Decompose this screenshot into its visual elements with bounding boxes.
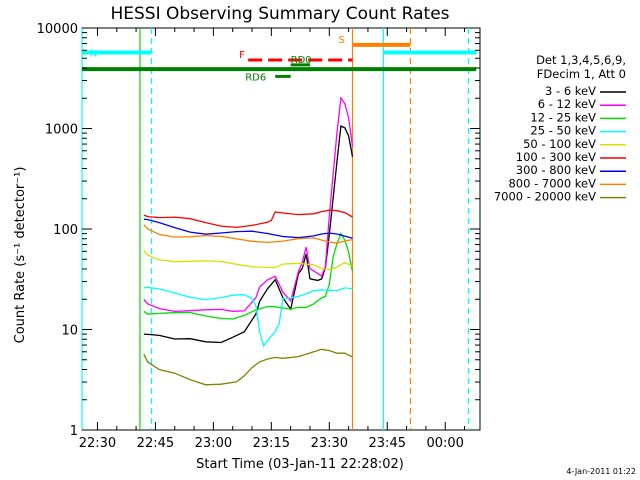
legend-label: 6 - 12 keV bbox=[538, 97, 596, 111]
flare-label: F bbox=[239, 50, 245, 61]
x-tick-label: 23:15 bbox=[253, 436, 290, 451]
legend-label: 300 - 800 keV bbox=[516, 163, 596, 177]
legend-label: 100 - 300 keV bbox=[516, 150, 596, 164]
plot-frame bbox=[81, 27, 481, 431]
rd0-label: RD0 bbox=[291, 55, 312, 66]
night-label: N bbox=[90, 49, 97, 60]
series-line bbox=[143, 224, 353, 244]
legend-label: 800 - 7000 keV bbox=[508, 176, 596, 190]
y-tick-label: 100 bbox=[53, 223, 78, 238]
x-tick-label: 23:00 bbox=[195, 436, 232, 451]
series-line bbox=[143, 96, 354, 313]
series-lines bbox=[143, 96, 354, 386]
legend-label: 12 - 25 keV bbox=[530, 110, 596, 124]
legend-label: 50 - 100 keV bbox=[523, 137, 596, 151]
series-line bbox=[143, 348, 353, 386]
rd6-label: RD6 bbox=[245, 72, 266, 83]
y-tick-label: 10 bbox=[61, 324, 78, 339]
x-tick-label: 23:45 bbox=[369, 436, 406, 451]
axes: 22:30 22:45 23:00 23:15 23:30 23:45 00:00 1 10 10… bbox=[37, 22, 480, 451]
series-line bbox=[143, 286, 353, 348]
series-line bbox=[143, 218, 353, 239]
x-tick-label: 22:30 bbox=[79, 436, 116, 451]
y-tick-label: 1000 bbox=[45, 123, 78, 138]
series-line bbox=[143, 250, 353, 271]
legend-header-line-1: Det 1,3,4,5,6,9, bbox=[536, 53, 626, 67]
y-axis-label: Count Rate (s⁻¹ detector⁻¹) bbox=[13, 167, 28, 344]
series-line bbox=[143, 125, 354, 344]
x-tick-label: 22:45 bbox=[137, 436, 174, 451]
plot-area bbox=[81, 27, 481, 431]
status-bars: N S F RD0 RD6 bbox=[81, 28, 477, 430]
series-line bbox=[143, 209, 353, 229]
legend: Det 1,3,4,5,6,9, FDecim 1, Att 0 3 - 6 k… bbox=[494, 53, 626, 204]
chart-title: HESSI Observing Summary Count Rates bbox=[110, 4, 449, 24]
legend-label: 3 - 6 keV bbox=[545, 84, 596, 98]
legend-label: 25 - 50 keV bbox=[530, 124, 596, 138]
legend-header-line-2: FDecim 1, Att 0 bbox=[537, 67, 626, 81]
y-tick-label: 10000 bbox=[37, 22, 78, 37]
series-line bbox=[143, 232, 354, 320]
y-tick-label: 1 bbox=[70, 424, 78, 439]
x-tick-label: 23:30 bbox=[311, 436, 348, 451]
saa-label: S bbox=[338, 35, 344, 46]
x-axis-label: Start Time (03-Jan-11 22:28:02) bbox=[196, 457, 404, 472]
x-tick-label: 00:00 bbox=[426, 436, 463, 451]
timestamp-stamp: 4-Jan-2011 01:22 bbox=[566, 467, 636, 476]
legend-label: 7000 - 20000 keV bbox=[494, 190, 596, 204]
